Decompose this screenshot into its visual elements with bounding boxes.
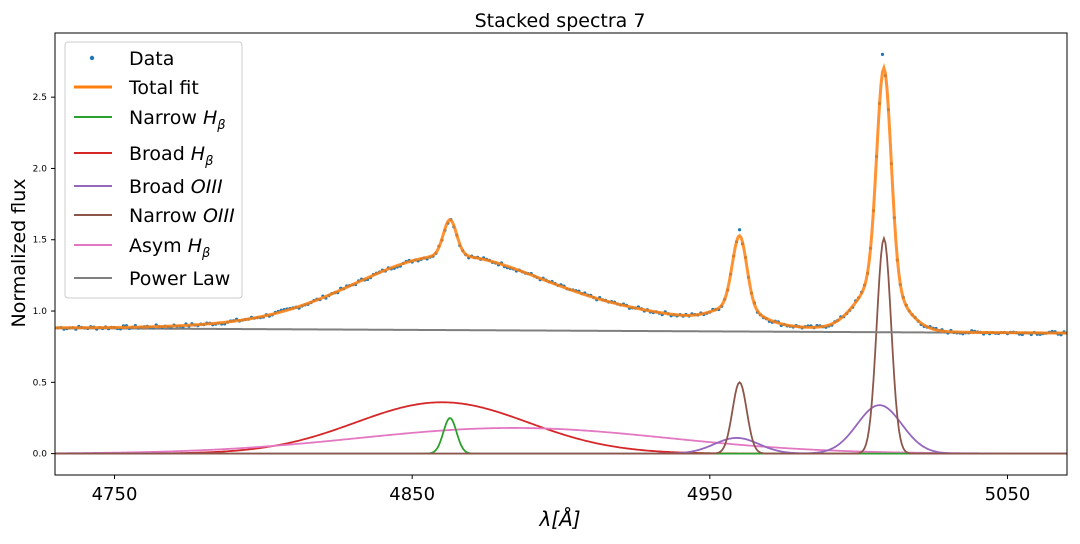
y-axis-label: Normalized flux	[8, 178, 30, 327]
x-axis-ticks: 4750 4850 4950 5050	[92, 475, 1031, 505]
x-tick-label: 4950	[687, 484, 733, 505]
legend-label-data: Data	[129, 48, 174, 70]
x-axis-label: λ[Å]	[538, 507, 580, 531]
series-narrow-oiii-line	[55, 235, 1067, 455]
data-point	[737, 228, 742, 232]
x-tick-label: 4850	[389, 484, 435, 505]
legend-label-total: Total fit	[128, 77, 199, 99]
legend-label-powerlaw: Power Law	[129, 268, 230, 290]
y-tick-label: 0.0	[33, 450, 48, 460]
legend-box	[64, 41, 243, 299]
axes-frame	[54, 32, 1068, 476]
y-tick-label: 1.0	[33, 307, 48, 317]
legend-label-broad-oiii: Broad OIII	[129, 176, 223, 198]
chart-title: Stacked spectra 7	[475, 10, 646, 32]
legend-label-broad-hb: Broad Hβ	[129, 143, 213, 169]
legend-marker-data	[89, 55, 95, 61]
legend-label-narrow-hb: Narrow Hβ	[129, 107, 226, 133]
legend: Data Total fit Narrow Hβ Broad Hβ Broad OIII…	[64, 41, 243, 299]
y-tick-label: 2.5	[33, 93, 47, 103]
y-axis-ticks: 0.0 0.5 1.0 1.5 2.0 2.5	[33, 93, 55, 460]
series-asym-hb-line	[54, 427, 1067, 455]
legend-label-narrow-oiii: Narrow OIII	[129, 205, 235, 227]
y-tick-label: 2.0	[33, 164, 48, 174]
x-tick-label: 5050	[985, 484, 1031, 505]
x-tick-label: 4750	[92, 484, 138, 505]
legend-label-asym-hb: Asym Hβ	[129, 235, 210, 261]
y-tick-label: 1.5	[33, 236, 47, 246]
data-point	[880, 52, 885, 56]
y-tick-label: 0.5	[33, 378, 47, 388]
series-powerlaw-line	[54, 327, 1068, 335]
curves-layer	[54, 52, 1068, 455]
series-total-fit-line	[55, 63, 1068, 335]
